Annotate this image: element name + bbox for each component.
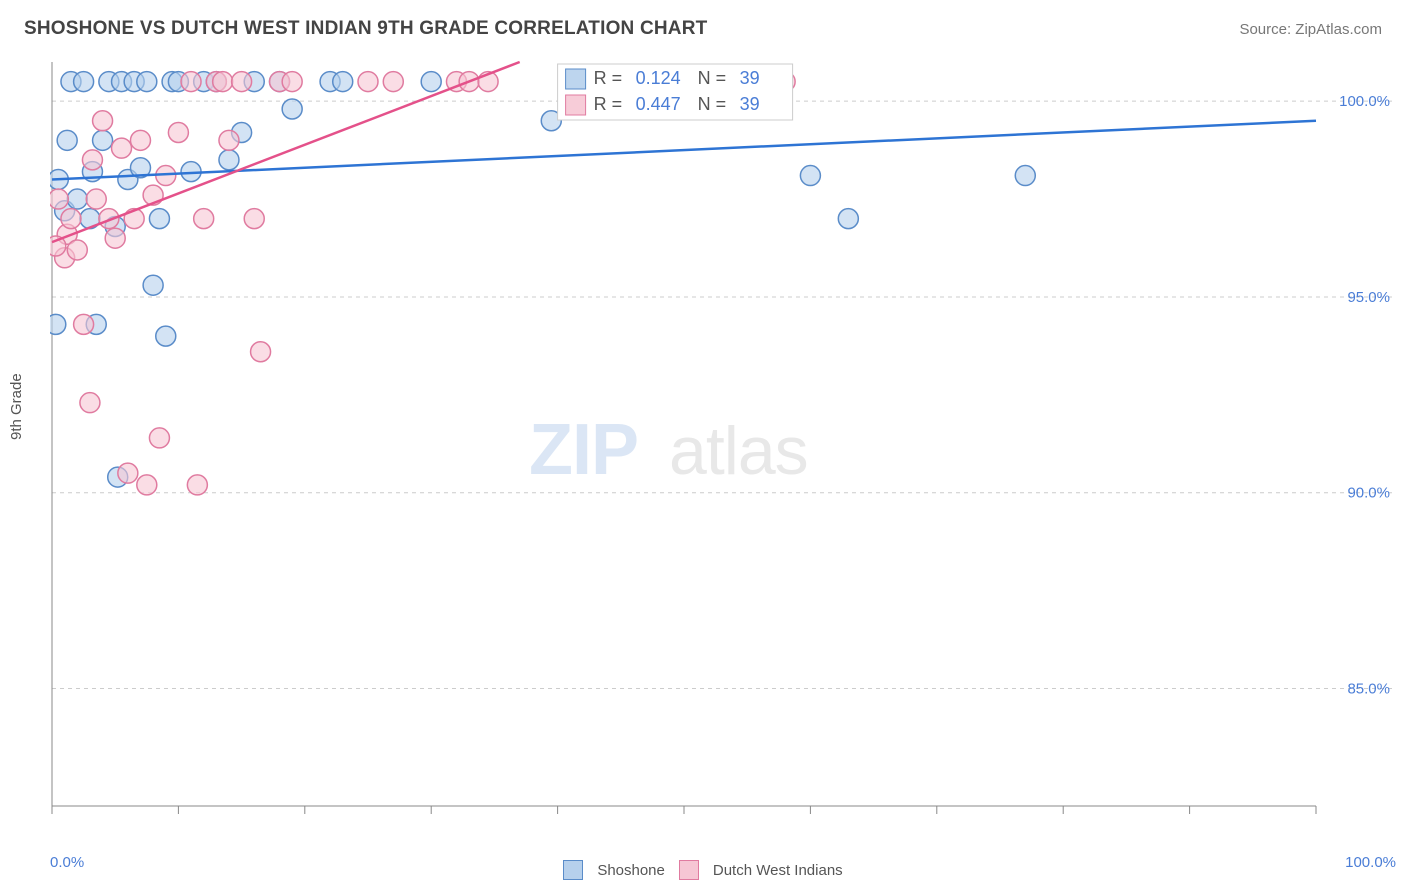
svg-text:85.0%: 85.0% [1347,681,1390,698]
svg-text:N =: N = [698,94,727,114]
legend-swatch [679,860,699,880]
legend-label: Shoshone [597,862,665,879]
chart-area: 85.0% 90.0% 95.0% 100.0% ZIP atlas R = 0.124 N =… [50,60,1396,832]
svg-text:95.0%: 95.0% [1347,289,1390,306]
svg-text:N =: N = [698,68,727,88]
svg-text:39: 39 [740,94,760,114]
chart-header: SHOSHONE VS DUTCH WEST INDIAN 9TH GRADE … [24,18,1382,40]
svg-text:0.447: 0.447 [636,94,681,114]
svg-text:39: 39 [740,68,760,88]
chart-title: SHOSHONE VS DUTCH WEST INDIAN 9TH GRADE … [24,18,707,40]
svg-text:ZIP: ZIP [529,410,638,490]
svg-text:atlas: atlas [669,413,808,489]
svg-text:0.124: 0.124 [636,68,681,88]
legend: Shoshone Dutch West Indians [0,860,1406,880]
svg-text:90.0%: 90.0% [1347,485,1390,502]
y-axis-label: 9th Grade [8,373,25,440]
source-attribution: Source: ZipAtlas.com [1239,21,1382,38]
svg-text:100.0%: 100.0% [1339,93,1390,110]
svg-text:R =: R = [594,94,623,114]
legend-label: Dutch West Indians [713,862,843,879]
chart-svg: 85.0% 90.0% 95.0% 100.0% ZIP atlas R = 0.124 N =… [50,60,1396,832]
svg-text:R =: R = [594,68,623,88]
legend-swatch [563,860,583,880]
